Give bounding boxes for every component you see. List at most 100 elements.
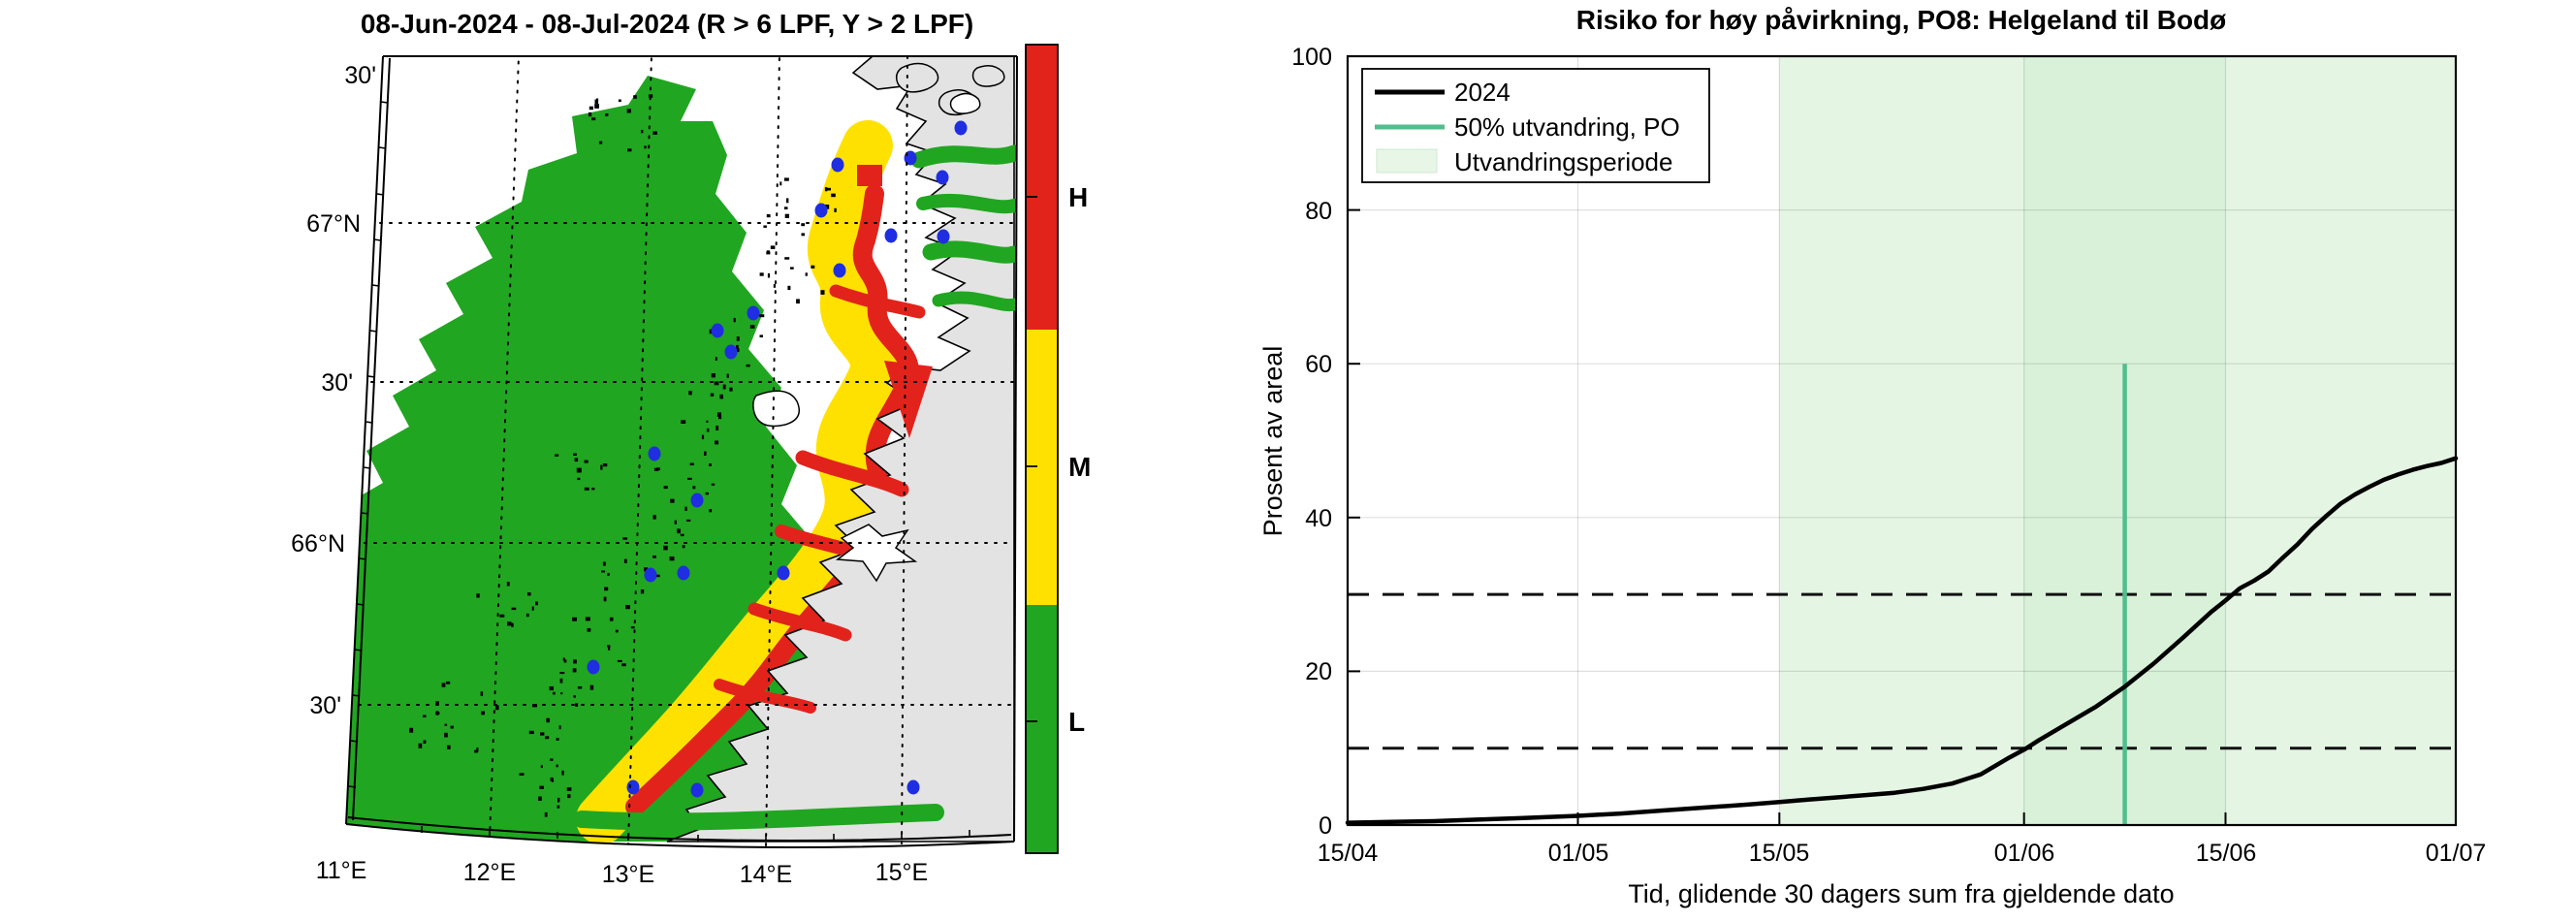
lon-label: 15°E	[875, 859, 928, 886]
skerry-speckle	[447, 745, 451, 749]
skerry-speckle	[749, 325, 755, 329]
skerry-speckle	[644, 145, 647, 149]
skerry-speckle	[605, 113, 609, 116]
x-tick: 15/04	[1318, 840, 1379, 867]
skerry-speckle	[596, 98, 599, 101]
skerry-speckle	[435, 712, 440, 715]
skerry-speckle	[687, 477, 692, 480]
y-axis-label: Prosent av areal	[1258, 346, 1288, 537]
skerry-speckle	[779, 181, 782, 186]
skerry-speckle	[684, 506, 687, 511]
skerry-speckle	[736, 336, 740, 341]
fjord-high-risk	[714, 284, 926, 714]
skerry-speckle	[766, 214, 771, 218]
skerry-speckle	[519, 773, 525, 776]
lat-label: 67°N	[306, 210, 361, 238]
skerry-speckle	[682, 545, 685, 549]
risk-area-low	[346, 76, 861, 842]
skerry-speckle	[630, 626, 635, 629]
y-tick: 80	[1305, 198, 1332, 225]
site-marker	[831, 157, 844, 173]
skerry-speckle	[559, 678, 563, 684]
skerry-speckle	[825, 205, 830, 209]
lon-label: 12°E	[463, 859, 516, 886]
legend-label: 2024	[1454, 78, 1511, 107]
skerry-speckle	[507, 621, 512, 626]
skerry-speckle	[689, 462, 694, 465]
skerry-speckle	[556, 738, 559, 741]
skerry-speckle	[649, 94, 653, 98]
skerry-speckle	[729, 387, 733, 392]
skerry-speckle	[763, 225, 767, 228]
skerry-speckle	[588, 111, 592, 117]
skerry-speckle	[767, 272, 771, 278]
skerry-speckle	[652, 131, 657, 135]
skerry-speckle	[603, 596, 607, 602]
skerry-speckle	[511, 622, 514, 627]
fjord-low-risk	[573, 144, 1017, 831]
skerry-speckle	[787, 285, 791, 291]
fjord-high-risk-wedge	[884, 361, 933, 438]
x-tick: 01/05	[1548, 840, 1609, 867]
skerry-speckle	[770, 245, 776, 249]
skerry-speckle	[686, 519, 691, 522]
colorbar-label-high: H	[1068, 182, 1088, 212]
frame-minor-ticks	[348, 101, 970, 842]
skerry-speckle	[617, 659, 622, 662]
site-marker	[954, 120, 968, 136]
colorbar-high-segment	[1026, 45, 1058, 330]
graticule	[348, 56, 1015, 846]
site-marker	[814, 203, 828, 218]
x-tick: 01/07	[2426, 840, 2487, 867]
skerry-speckle	[790, 267, 794, 270]
skerry-speckle	[826, 187, 831, 191]
skerry-speckle	[716, 426, 719, 430]
skerry-speckle	[539, 785, 544, 789]
colorbar-label-low: L	[1068, 707, 1085, 737]
skerry-speckle	[585, 617, 590, 621]
skerry-speckle	[773, 284, 776, 288]
skerry-speckle	[626, 109, 631, 113]
skerry-speckle	[680, 533, 684, 537]
lon-label: 11°E	[316, 857, 367, 884]
skerry-speckle	[535, 601, 538, 606]
skerry-speckle	[733, 317, 736, 323]
skerry-speckle	[692, 486, 696, 490]
skerry-speckle	[557, 797, 560, 803]
skerry-speckle	[575, 703, 579, 707]
map-panel: 08-Jun-2024 - 08-Jul-2024 (R > 6 LPF, Y …	[291, 9, 1091, 888]
y-tick: 60	[1305, 351, 1332, 378]
skerry-speckle	[709, 463, 712, 466]
skerry-speckle	[834, 207, 837, 212]
skerry-speckle	[594, 104, 599, 109]
site-marker	[747, 305, 760, 321]
site-marker	[936, 170, 949, 185]
skerry-speckle	[801, 223, 806, 227]
skerry-speckle	[705, 492, 709, 495]
skerry-speckle	[714, 381, 719, 386]
skerry-speckle	[550, 758, 554, 761]
skerry-speckle	[625, 605, 630, 610]
plot-box	[1346, 54, 2458, 827]
skerry-speckle	[499, 614, 505, 618]
skerry-speckle	[559, 672, 565, 675]
skerry-speckle	[641, 129, 644, 134]
y-tick: 100	[1291, 44, 1332, 71]
skerry-speckle	[715, 440, 719, 445]
skerry-speckle	[540, 765, 543, 769]
skerry-speckle	[555, 454, 559, 457]
skerry-speckle	[591, 488, 595, 491]
risk-chart-panel: Risiko for høy påvirkning, PO8: Helgelan…	[1258, 5, 2486, 908]
skerry-speckle	[784, 213, 789, 218]
map-title: 08-Jun-2024 - 08-Jul-2024 (R > 6 LPF, Y …	[361, 9, 973, 39]
site-marker	[833, 263, 846, 278]
skerry-speckle	[474, 749, 478, 753]
skerry-speckle	[556, 764, 558, 768]
chart-title: Risiko for høy påvirkning, PO8: Helgelan…	[1576, 5, 2227, 35]
skerry-speckle	[601, 570, 606, 573]
skerry-speckle	[719, 394, 723, 399]
colorbar-label-medium: M	[1068, 452, 1091, 482]
skerry-speckle	[544, 811, 548, 817]
skerry-speckle	[622, 537, 628, 540]
skerry-speckle	[577, 686, 583, 689]
